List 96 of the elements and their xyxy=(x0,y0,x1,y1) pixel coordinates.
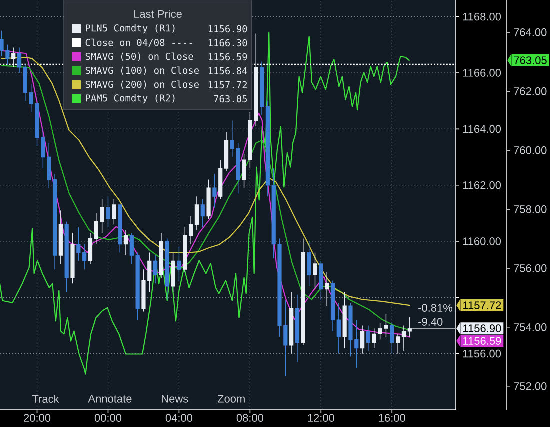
legend-title: Last Price xyxy=(134,10,182,18)
candlestick xyxy=(183,227,188,273)
candlestick xyxy=(194,196,200,231)
candlestick xyxy=(301,238,306,346)
candlestick xyxy=(88,232,93,264)
candlestick xyxy=(342,292,347,349)
annotation: News xyxy=(162,395,188,403)
legend-label: PLN5 Comdty (R1) xyxy=(86,24,175,34)
candlestick xyxy=(94,213,98,245)
text: 763.05 xyxy=(514,56,547,64)
candlestick xyxy=(70,232,75,284)
candlestick xyxy=(218,160,223,200)
candlestick xyxy=(325,272,330,306)
candlestick xyxy=(17,47,22,74)
candlestick xyxy=(154,255,158,284)
candlestick xyxy=(106,196,110,228)
candlestick xyxy=(319,260,324,301)
y-tick-label: 1166.00 xyxy=(463,69,502,77)
candlestick xyxy=(372,328,376,349)
annotation: Annotate xyxy=(88,395,132,403)
candlestick xyxy=(290,292,294,354)
candlestick xyxy=(124,230,128,256)
candlestick xyxy=(260,61,264,116)
candlestick xyxy=(307,241,312,287)
y2-tick-label: 758.00 xyxy=(514,206,547,214)
y2-tick-label: 764.00 xyxy=(514,28,547,36)
candlestick xyxy=(254,33,258,127)
annotation: Track xyxy=(32,394,60,404)
candlestick xyxy=(236,142,240,194)
y-tick-label: 1160.00 xyxy=(463,238,502,246)
candlestick xyxy=(330,280,336,332)
candlestick xyxy=(177,246,182,282)
candlestick xyxy=(136,252,140,320)
candlestick xyxy=(408,316,412,338)
text: 1156.90 xyxy=(464,324,502,332)
candlestick xyxy=(366,325,371,352)
annotation: 1156.84 xyxy=(208,67,248,75)
legend-label: Close on 04/08 ---- xyxy=(86,38,192,48)
candlestick xyxy=(112,199,116,226)
annotation: 1166.30 xyxy=(208,39,248,47)
candlestick xyxy=(396,334,400,354)
candlestick xyxy=(52,174,58,270)
x-tick-label: 12:00 xyxy=(308,414,334,422)
candlestick xyxy=(266,100,270,197)
x-tick-label: 16:00 xyxy=(379,414,406,422)
candlestick xyxy=(165,238,170,301)
x-tick-label: 08:00 xyxy=(236,414,264,422)
text: 1156.59 xyxy=(464,337,502,345)
y-tick-label: 1156.00 xyxy=(463,350,502,358)
candlestick xyxy=(76,227,81,262)
x-tick-label: 04:00 xyxy=(166,414,193,422)
candlestick xyxy=(58,210,63,264)
y2-tick-label: 754.00 xyxy=(514,324,547,332)
candlestick xyxy=(130,232,134,264)
candlestick xyxy=(230,120,234,158)
y2-tick-label: 752.00 xyxy=(514,382,547,390)
x-tick-label: 20:00 xyxy=(24,414,51,422)
candlestick xyxy=(224,132,229,172)
x-tick-label: 00:00 xyxy=(94,414,122,422)
candlestick xyxy=(206,179,211,220)
candlestick xyxy=(188,216,194,245)
candlestick xyxy=(313,252,318,290)
candlestick xyxy=(336,302,341,354)
y2-tick-label: 756.00 xyxy=(514,264,547,272)
annotation: -9.40 xyxy=(418,318,443,326)
y-tick-label: 1168.00 xyxy=(463,12,502,21)
legend-label: SMAVG (100) on Close xyxy=(86,66,200,76)
candlestick xyxy=(12,47,16,68)
candlestick xyxy=(402,325,406,352)
text: 1157.72 xyxy=(464,302,502,310)
candlestick xyxy=(390,322,394,354)
candlestick xyxy=(118,204,122,254)
candlestick xyxy=(23,64,28,102)
y-tick-label: 1164.00 xyxy=(463,125,502,134)
candlestick xyxy=(82,244,87,270)
annotation: Zoom xyxy=(218,395,245,403)
annotation: 1156.90 xyxy=(208,25,248,33)
candlestick xyxy=(159,232,164,278)
legend-label: PAM5 Comdty (R2) xyxy=(86,94,175,104)
candlestick xyxy=(64,222,69,292)
y2-tick-label: 762.00 xyxy=(514,88,547,96)
annotation: -0.81% xyxy=(418,304,453,312)
candlestick xyxy=(295,294,300,363)
legend-label: SMAVG (50) on Close xyxy=(86,52,194,62)
candlestick xyxy=(171,252,176,292)
annotation: 763.05 xyxy=(214,95,248,103)
legend-label: SMAVG (200) on Close xyxy=(86,80,200,90)
y2-tick-label: 760.00 xyxy=(514,146,547,154)
candlestick xyxy=(200,199,205,228)
candlestick xyxy=(360,325,365,354)
annotation: 1156.59 xyxy=(208,53,248,61)
candlestick xyxy=(100,199,104,234)
candlestick xyxy=(212,174,217,208)
annotation: 1157.72 xyxy=(208,81,247,89)
y-tick-label: 1162.00 xyxy=(463,181,502,190)
candlestick xyxy=(47,142,52,188)
